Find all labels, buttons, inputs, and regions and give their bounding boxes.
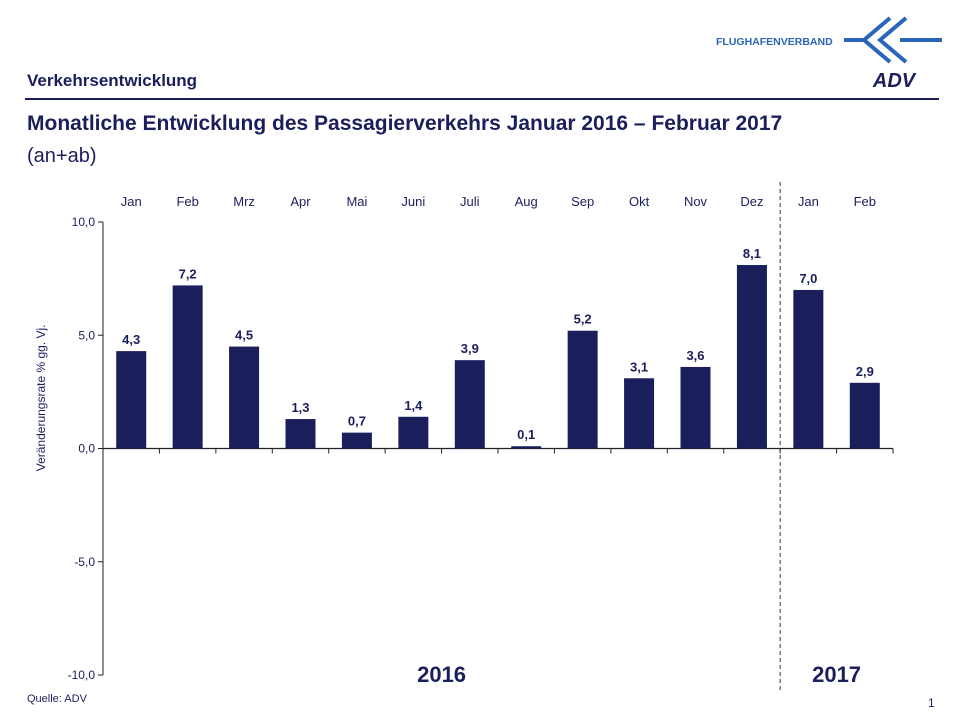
value-label: 4,5	[235, 328, 253, 343]
logo-org-name: FLUGHAFENVERBAND	[716, 36, 833, 48]
bar-juni-5	[398, 416, 429, 449]
y-tick-label: 0,0	[78, 442, 95, 456]
bar-feb-1	[172, 285, 203, 449]
category-label: Okt	[629, 194, 650, 209]
category-label: Nov	[684, 194, 708, 209]
bar-dez-11	[736, 265, 767, 449]
y-tick-label: 5,0	[78, 328, 95, 342]
category-label: Dez	[740, 194, 763, 209]
bar-okt-9	[624, 378, 655, 449]
bar-mrz-2	[229, 346, 260, 449]
category-label: Jan	[121, 194, 142, 209]
bar-apr-3	[285, 419, 316, 449]
category-label: Aug	[515, 194, 538, 209]
bar-jan-12	[793, 289, 824, 449]
value-label: 7,0	[799, 271, 817, 286]
year-label-2016: 2016	[417, 662, 466, 687]
value-label: 8,1	[743, 246, 761, 261]
bar-juli-6	[454, 360, 485, 449]
section-title: Verkehrsentwicklung	[27, 71, 198, 90]
value-label: 0,7	[348, 414, 366, 429]
category-label: Feb	[176, 194, 198, 209]
category-label: Sep	[571, 194, 594, 209]
value-label: 2,9	[856, 364, 874, 379]
y-tick-label: -10,0	[68, 668, 96, 682]
adv-logo-icon: ADV	[844, 16, 942, 90]
value-label: 5,2	[574, 312, 592, 327]
category-label: Juli	[460, 194, 480, 209]
value-label: 3,9	[461, 341, 479, 356]
category-label: Feb	[854, 194, 876, 209]
bar-aug-7	[511, 446, 542, 449]
year-label-2017: 2017	[812, 662, 861, 687]
page-title: Monatliche Entwicklung des Passagierverk…	[27, 112, 783, 135]
page-number: 1	[928, 696, 935, 710]
source-note: Quelle: ADV	[27, 693, 87, 705]
bar-nov-10	[680, 366, 711, 449]
bar-jan-0	[116, 351, 147, 449]
value-label: 3,6	[686, 348, 704, 363]
category-label: Mai	[346, 194, 367, 209]
category-label: Juni	[401, 194, 425, 209]
category-label: Apr	[290, 194, 311, 209]
y-tick-label: -5,0	[74, 555, 95, 569]
value-label: 1,4	[404, 398, 423, 413]
value-label: 4,3	[122, 332, 140, 347]
value-label: 1,3	[291, 400, 309, 415]
value-label: 0,1	[517, 427, 535, 442]
category-label: Mrz	[233, 194, 255, 209]
adv-logo: FLUGHAFENVERBAND ADV	[716, 14, 946, 94]
y-axis-title: Veränderungsrate % gg. Vj.	[34, 324, 48, 471]
value-label: 3,1	[630, 359, 648, 374]
category-label: Jan	[798, 194, 819, 209]
header-divider	[25, 98, 939, 100]
y-tick-label: 10,0	[72, 215, 96, 229]
page-subtitle: (an+ab)	[27, 145, 97, 167]
bar-sep-8	[567, 330, 598, 449]
logo-brand-text: ADV	[872, 70, 917, 90]
bar-mai-4	[341, 432, 372, 449]
value-label: 7,2	[179, 266, 197, 281]
bar-feb-13	[849, 382, 880, 449]
